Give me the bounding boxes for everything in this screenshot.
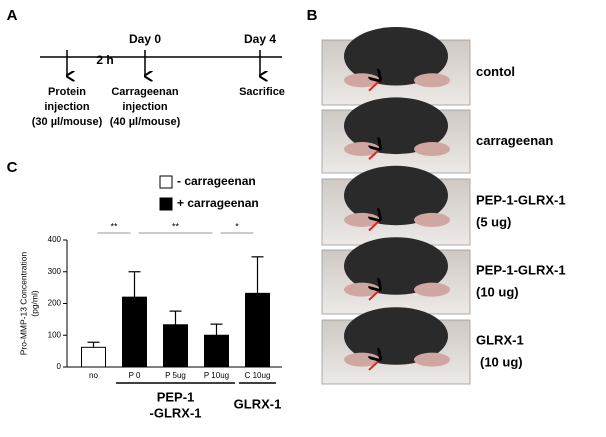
legend-swatch	[159, 175, 173, 189]
day-label: Day 0	[129, 32, 161, 46]
red-arrow	[369, 290, 380, 301]
y-axis-label: Pro-MMP-13 Concentration	[18, 252, 28, 356]
significance-label: *	[235, 221, 239, 231]
red-arrow	[369, 80, 380, 92]
paw	[414, 282, 450, 297]
event-label: (40 µl/mouse)	[110, 116, 181, 128]
event-label: Protein	[48, 86, 86, 98]
panel-letter: B	[307, 7, 318, 24]
bar	[122, 296, 147, 368]
group-label: -GLRX-1	[150, 405, 202, 420]
row-label: PEP-1-GLRX-1	[476, 192, 566, 207]
x-tick-label: P 10ug	[204, 371, 229, 380]
y-tick-label: 300	[48, 267, 62, 276]
event-label: injection	[44, 101, 90, 113]
y-axis-label: (pg/ml)	[29, 290, 39, 317]
paw	[414, 352, 450, 367]
photos	[321, 27, 471, 385]
group-label: GLRX-1	[234, 396, 282, 411]
event-label: Carrageenan	[111, 86, 179, 98]
significance-label: **	[110, 221, 118, 231]
y-tick-label: 200	[48, 299, 62, 308]
x-tick-label: C 10ug	[245, 371, 271, 380]
row-label: contol	[476, 64, 515, 79]
day-label: Day 4	[244, 32, 276, 46]
bar	[81, 346, 106, 368]
row-label: GLRX-1	[476, 332, 524, 347]
bar	[163, 324, 188, 368]
red-arrow	[369, 220, 380, 232]
x-tick-label: P 5ug	[165, 371, 186, 380]
interval-label: 2 h	[96, 53, 113, 67]
significance-label: **	[172, 221, 180, 231]
event-label: Sacrifice	[239, 86, 285, 98]
y-tick-label: 100	[48, 330, 62, 339]
red-arrow	[369, 149, 380, 160]
y-tick-label: 400	[48, 235, 62, 244]
legend-label: - carrageenan	[177, 174, 256, 188]
event-label: injection	[122, 101, 168, 113]
paw	[414, 212, 450, 227]
paw	[414, 142, 450, 157]
paw	[414, 73, 450, 88]
group-label: PEP-1	[157, 389, 195, 404]
y-tick-label: 0	[57, 362, 62, 371]
red-arrow	[369, 360, 380, 371]
legend-swatch	[159, 197, 173, 211]
bar	[204, 334, 229, 368]
row-label: (10 ug)	[476, 284, 519, 299]
event-label: (30 µl/mouse)	[32, 116, 103, 128]
x-tick-label: P 0	[129, 371, 141, 380]
bar	[245, 292, 270, 368]
row-label: (5 ug)	[476, 214, 511, 229]
legend-label: + carrageenan	[177, 196, 259, 210]
row-label: carrageenan	[476, 133, 553, 148]
row-label: PEP-1-GLRX-1	[476, 262, 566, 277]
x-tick-label: no	[89, 371, 98, 380]
panel-letter: C	[7, 159, 18, 176]
panel-letter: A	[7, 7, 18, 24]
row-label: (10 ug)	[480, 354, 523, 369]
